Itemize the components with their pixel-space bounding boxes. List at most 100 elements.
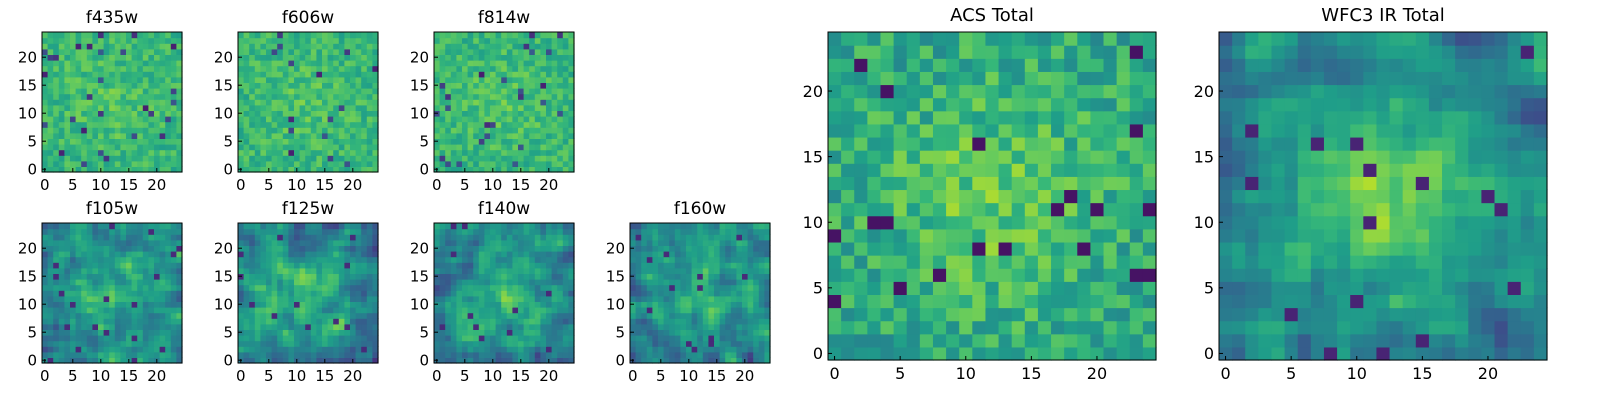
heatmap-cell [81, 256, 88, 263]
heatmap-cell [114, 160, 121, 167]
heatmap-cell [288, 138, 295, 145]
heatmap-cell [439, 357, 446, 364]
heatmap-cell [294, 116, 301, 123]
heatmap-cell [445, 54, 452, 61]
heatmap-cell [170, 88, 177, 95]
heatmap-cell [154, 329, 161, 336]
heatmap-cell [126, 93, 133, 100]
heatmap-cell [58, 104, 65, 111]
heatmap-cell [730, 279, 737, 286]
heatmap-cell [1037, 189, 1052, 204]
heatmap-cell [697, 318, 704, 325]
heatmap-cell [282, 251, 289, 258]
heatmap-cell [523, 166, 530, 173]
heatmap-cell [131, 307, 138, 314]
heatmap-cell [294, 318, 301, 325]
heatmap-cell [131, 357, 138, 364]
heatmap-cell [495, 307, 502, 314]
heatmap-cell [58, 93, 65, 100]
heatmap-cell [53, 351, 60, 358]
heatmap-cell [47, 351, 54, 358]
heatmap-cell [490, 116, 497, 123]
heatmap-cell [260, 166, 267, 173]
heatmap-cell [58, 127, 65, 134]
heatmap-cell [47, 335, 54, 342]
heatmap-cell [434, 155, 441, 162]
heatmap-cell [1064, 320, 1078, 335]
heatmap-cell [1077, 163, 1091, 177]
heatmap-cell [534, 312, 541, 319]
heatmap-cell [372, 48, 379, 55]
heatmap-cell [506, 295, 513, 302]
heatmap-cell [534, 121, 541, 128]
heatmap-cell [355, 323, 362, 330]
heatmap-cell [450, 43, 457, 50]
heatmap-cell [120, 32, 127, 39]
heatmap-cell [1051, 215, 1065, 230]
heatmap-cell [64, 132, 71, 139]
heatmap-cell [47, 357, 54, 364]
heatmap-cell [350, 267, 357, 274]
heatmap-cell [64, 149, 71, 156]
heatmap-cell [355, 99, 362, 106]
heatmap-cell [1129, 228, 1144, 243]
heatmap-cell [523, 48, 530, 55]
heatmap-cell [758, 340, 765, 347]
heatmap-cell [551, 323, 558, 330]
heatmap-cell [697, 357, 704, 364]
heatmap-cell [663, 239, 670, 246]
heatmap-cell [462, 43, 469, 50]
heatmap-cell [534, 262, 541, 269]
heatmap-cell [98, 234, 105, 241]
heatmap-cell [630, 239, 637, 246]
heatmap-cell [350, 48, 357, 55]
heatmap-cell [120, 351, 127, 358]
heatmap-cell [719, 251, 726, 258]
heatmap-cell [81, 323, 88, 330]
heatmap-cell [109, 228, 116, 235]
heatmap-cell [42, 228, 49, 235]
heatmap-cell [58, 144, 65, 151]
heatmap-cell [946, 268, 960, 282]
heatmap-cell [880, 228, 895, 243]
heatmap-cell [361, 228, 368, 235]
heatmap-cell [473, 329, 480, 336]
heatmap-cell [322, 37, 329, 44]
heatmap-cell [154, 144, 161, 151]
heatmap-cell [658, 273, 665, 280]
heatmap-cell [350, 54, 357, 61]
heatmap-cell [534, 284, 541, 291]
heatmap-cell [747, 323, 754, 330]
heatmap-cell [361, 149, 368, 156]
heatmap-cell [243, 234, 250, 241]
heatmap-cell [646, 223, 653, 230]
heatmap-cell [260, 284, 267, 291]
heatmap-cell [361, 99, 368, 106]
heatmap-cell [109, 127, 116, 134]
heatmap-cell [512, 155, 519, 162]
heatmap-cell [170, 132, 177, 139]
heatmap-cell [238, 76, 245, 83]
heatmap-cell [338, 155, 345, 162]
heatmap-cell [518, 351, 525, 358]
heatmap-cell [518, 323, 525, 330]
heatmap-cell [243, 43, 250, 50]
heatmap-cell [646, 335, 653, 342]
heatmap-cell [114, 312, 121, 319]
heatmap-cell [142, 273, 149, 280]
heatmap-cell [551, 307, 558, 314]
heatmap-cell [64, 290, 71, 297]
heatmap-cell [501, 65, 508, 72]
heatmap-cell [165, 284, 172, 291]
heatmap-cell [350, 245, 357, 252]
heatmap-cell [316, 43, 323, 50]
heatmap-cell [932, 333, 947, 348]
heatmap-cell [512, 37, 519, 44]
heatmap-cell [540, 149, 547, 156]
heatmap-cell [568, 149, 575, 156]
heatmap-cell [327, 267, 334, 274]
heatmap-cell [540, 155, 547, 162]
heatmap-cell [959, 307, 973, 322]
heatmap-cell [305, 262, 312, 269]
heatmap-cell [551, 357, 558, 364]
